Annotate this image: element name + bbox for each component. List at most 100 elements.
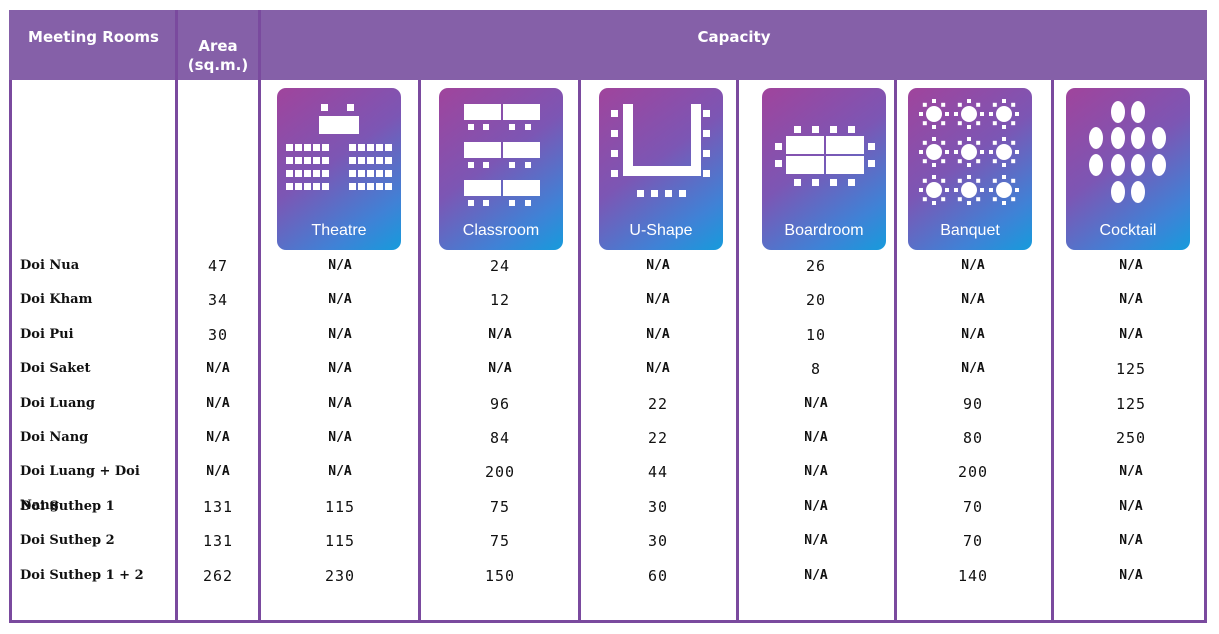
capacity-boardroom: N/A [804, 533, 828, 549]
room-area: N/A [206, 395, 230, 411]
cocktail-icon [1089, 101, 1166, 203]
capacity-theatre: N/A [328, 464, 352, 480]
u-shape-icon [611, 104, 710, 197]
capacity-banquet: N/A [961, 361, 985, 377]
capacity-theatre: N/A [328, 395, 352, 411]
capacity-classroom: 75 [489, 532, 511, 551]
capacity-classroom: 84 [489, 429, 511, 447]
capacity-u-shape: N/A [646, 292, 670, 308]
layout-label-banquet: Banquet [940, 222, 1000, 239]
room-area: 30 [207, 325, 229, 344]
capacity-theatre: 115 [324, 532, 356, 551]
capacity-banquet: 200 [957, 463, 989, 482]
boardroom-card: Boardroom [762, 88, 886, 250]
capacity-boardroom: 26 [805, 257, 827, 275]
capacity-classroom: 12 [489, 291, 511, 310]
capacity-banquet: N/A [961, 292, 985, 308]
layout-label-theatre: Theatre [311, 222, 367, 239]
capacity-theatre: 115 [324, 497, 356, 516]
capacity-u-shape: 22 [647, 394, 669, 413]
capacity-classroom: N/A [488, 326, 512, 342]
header-area-label: Area [198, 37, 238, 55]
capacity-banquet: 80 [962, 429, 984, 447]
capacity-banquet: 70 [962, 532, 984, 551]
capacity-classroom: 24 [489, 257, 511, 275]
capacity-boardroom: 20 [805, 291, 827, 310]
room-area: N/A [206, 464, 230, 480]
room-area: 131 [202, 532, 234, 551]
capacity-banquet: 90 [962, 394, 984, 413]
capacity-cocktail: 250 [1115, 429, 1147, 447]
boardroom-icon [775, 126, 875, 186]
capacity-theatre: N/A [328, 361, 352, 377]
room-area: N/A [206, 430, 230, 445]
layout-label-boardroom: Boardroom [784, 222, 864, 239]
capacity-banquet: N/A [961, 326, 985, 342]
layout-label-cocktail: Cocktail [1099, 222, 1157, 239]
room-name: Doi Suthep 1 + 2 [20, 567, 144, 583]
capacity-u-shape: N/A [646, 258, 670, 273]
room-name: Doi Kham [20, 292, 93, 308]
capacity-u-shape: N/A [646, 361, 670, 377]
capacity-cocktail: N/A [1119, 498, 1143, 514]
column-divider [894, 80, 897, 623]
column-divider [578, 80, 581, 623]
capacity-boardroom: N/A [804, 430, 828, 445]
capacity-classroom: 150 [484, 566, 516, 585]
capacity-theatre: N/A [328, 292, 352, 308]
cocktail-card: Cocktail [1066, 88, 1190, 250]
capacity-u-shape: 22 [647, 429, 669, 447]
room-area: 131 [202, 497, 234, 516]
room-area: 34 [207, 291, 229, 310]
capacity-classroom: N/A [488, 361, 512, 377]
banquet-icon [919, 99, 1019, 205]
table-header [9, 10, 1207, 80]
room-area: 47 [207, 257, 229, 275]
capacity-banquet: 70 [962, 497, 984, 516]
capacity-banquet: 140 [957, 566, 989, 585]
room-name: Doi Nang [20, 430, 89, 445]
capacity-u-shape: 30 [647, 532, 669, 551]
capacity-boardroom: N/A [804, 464, 828, 480]
capacity-boardroom: N/A [804, 498, 828, 514]
capacity-banquet: N/A [961, 258, 985, 273]
theatre-icon [286, 104, 392, 190]
capacity-cocktail: N/A [1119, 464, 1143, 480]
layout-label-classroom: Classroom [462, 222, 540, 239]
capacity-boardroom: 10 [805, 325, 827, 344]
header-meeting-rooms: Meeting Rooms [28, 28, 159, 46]
theatre-card: Theatre [277, 88, 401, 250]
capacity-cocktail: N/A [1119, 533, 1143, 549]
capacity-cocktail: N/A [1119, 292, 1143, 308]
capacity-cocktail: N/A [1119, 567, 1143, 583]
capacity-theatre: 230 [324, 566, 356, 585]
room-name: Doi Luang + Doi Nang [20, 464, 140, 514]
capacity-cocktail: N/A [1119, 326, 1143, 342]
u-shape-card: U-Shape [599, 88, 723, 250]
capacity-u-shape: N/A [646, 326, 670, 342]
capacity-theatre: N/A [328, 326, 352, 342]
banquet-card: Banquet [908, 88, 1032, 250]
room-name: Doi Suthep 1 [20, 498, 115, 514]
capacity-theatre: N/A [328, 430, 352, 445]
capacity-boardroom: 8 [810, 360, 822, 379]
header-area: Area (sq.m.) [178, 10, 258, 80]
capacity-cocktail: 125 [1115, 360, 1147, 379]
room-area: 262 [202, 566, 234, 585]
capacity-classroom: 96 [489, 394, 511, 413]
capacity-theatre: N/A [328, 258, 352, 273]
room-area: N/A [206, 361, 230, 377]
capacity-boardroom: N/A [804, 567, 828, 583]
column-divider [1051, 80, 1054, 623]
capacity-u-shape: 44 [647, 463, 669, 482]
classroom-card: Classroom [439, 88, 563, 250]
capacity-cocktail: 125 [1115, 394, 1147, 413]
room-name: Doi Saket [20, 361, 91, 377]
room-name: Doi Suthep 2 [20, 533, 115, 549]
capacity-cocktail: N/A [1119, 258, 1143, 273]
column-divider [736, 80, 739, 623]
header-area-unit: (sq.m.) [187, 56, 249, 74]
column-divider [258, 10, 261, 623]
header-capacity: Capacity [697, 28, 771, 46]
